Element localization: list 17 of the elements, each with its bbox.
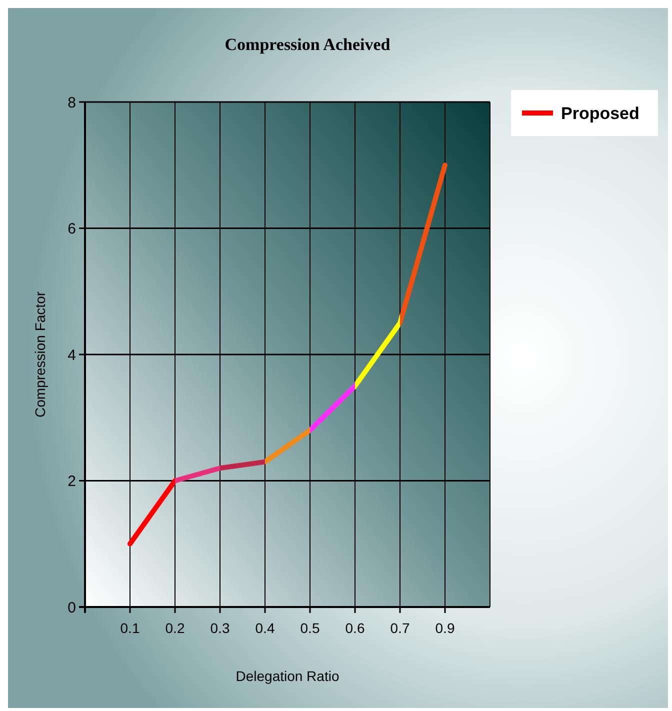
- y-tick-label: 6: [68, 220, 76, 238]
- x-axis-title: Delegation Ratio: [236, 668, 340, 684]
- x-tick-label: 0.4: [255, 620, 275, 636]
- x-tick-label: 0.6: [345, 620, 365, 636]
- x-tick-label: 0.5: [300, 620, 320, 636]
- x-tick-label: 0.7: [390, 620, 410, 636]
- x-tick-label: 0.1: [120, 620, 140, 636]
- y-tick-label: 0: [68, 599, 76, 616]
- x-tick-label: 0.2: [165, 620, 185, 636]
- x-tick-label: 0.9: [435, 620, 455, 636]
- y-tick-label: 2: [68, 473, 76, 490]
- y-tick-label: 4: [68, 346, 76, 364]
- chart-title: Compression Acheived: [224, 35, 391, 54]
- y-axis-title: Compression Factor: [32, 291, 48, 418]
- x-tick-label: 0.3: [210, 620, 230, 636]
- text: Proposed: [561, 104, 640, 123]
- y-tick-label: 8: [68, 94, 76, 112]
